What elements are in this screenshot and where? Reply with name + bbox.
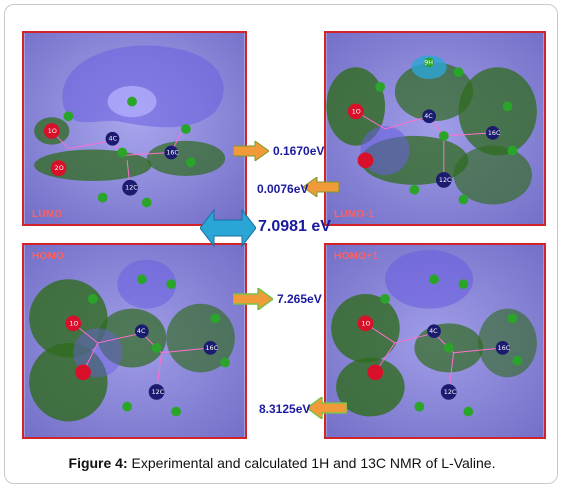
panel-homo: 1O 4C 12C 16C HOMO: [22, 243, 247, 439]
atom-label: 4C: [109, 136, 118, 143]
panel-homo-plus-1: 1O 4C 12C 16C HOMO+1: [324, 243, 546, 439]
atom-label: 12C: [439, 177, 452, 184]
atom-label: 16C: [166, 149, 179, 156]
homo-plus-1-orbital-render: 1O 4C 12C 16C: [326, 245, 544, 437]
atom-label: 16C: [498, 345, 511, 352]
double-arrow-gap-icon: [200, 208, 256, 248]
atom-label: 16C: [206, 345, 219, 352]
panel-label-homo: HOMO: [32, 251, 65, 262]
lumo-orbital-render: 1O 2O 4C 12C 16C: [24, 33, 245, 224]
atom-label: 1O: [48, 128, 57, 135]
arrow-left-2-icon: [307, 397, 347, 419]
energy-value-1: 0.1670eV: [273, 144, 325, 158]
caption-label: Figure 4:: [68, 455, 128, 471]
lumo-minus-1-orbital-render: 1O 4C 12C 16C 9H: [326, 33, 544, 224]
atom-label: 12C: [444, 389, 457, 396]
panel-label-lumo-minus-1: LUMO-1: [334, 209, 375, 220]
arrow-left-1-icon: [303, 177, 339, 197]
panel-label-lumo: LUMO: [32, 209, 63, 220]
atom-label: 4C: [137, 328, 146, 335]
arrow-right-2-icon: [233, 288, 273, 310]
atom-label: 4C: [429, 328, 438, 335]
atom-label: 1O: [362, 320, 371, 327]
panel-lumo: 1O 2O 4C 12C 16C LUMO: [22, 31, 247, 226]
caption-text: Experimental and calculated 1H and 13C N…: [127, 455, 496, 471]
atom-label: 1O: [69, 320, 78, 327]
panel-lumo-minus-1: 1O 4C 12C 16C 9H LUMO-1: [324, 31, 546, 226]
atom-label: 4C: [424, 113, 433, 120]
arrow-right-1-icon: [233, 141, 269, 161]
energy-gap-value: 7.0981 eV: [258, 218, 331, 235]
figure-frame: 1O 2O 4C 12C 16C LUMO: [4, 4, 558, 484]
energy-value-3: 7.265eV: [277, 292, 322, 306]
atom-label: 1O: [352, 108, 361, 115]
atom-label: 16C: [488, 130, 501, 137]
figure-caption: Figure 4: Experimental and calculated 1H…: [0, 455, 564, 471]
atom-label: 2O: [55, 165, 64, 172]
panel-label-homo-plus-1: HOMO+1: [334, 251, 379, 262]
atom-label: 12C: [152, 389, 165, 396]
atom-label: 12C: [125, 185, 138, 192]
atom-label: 9H: [424, 59, 433, 66]
energy-value-4: 8.3125eV: [259, 402, 311, 416]
energy-value-2: 0.0076eV: [257, 182, 309, 196]
homo-orbital-render: 1O 4C 12C 16C: [24, 245, 245, 437]
